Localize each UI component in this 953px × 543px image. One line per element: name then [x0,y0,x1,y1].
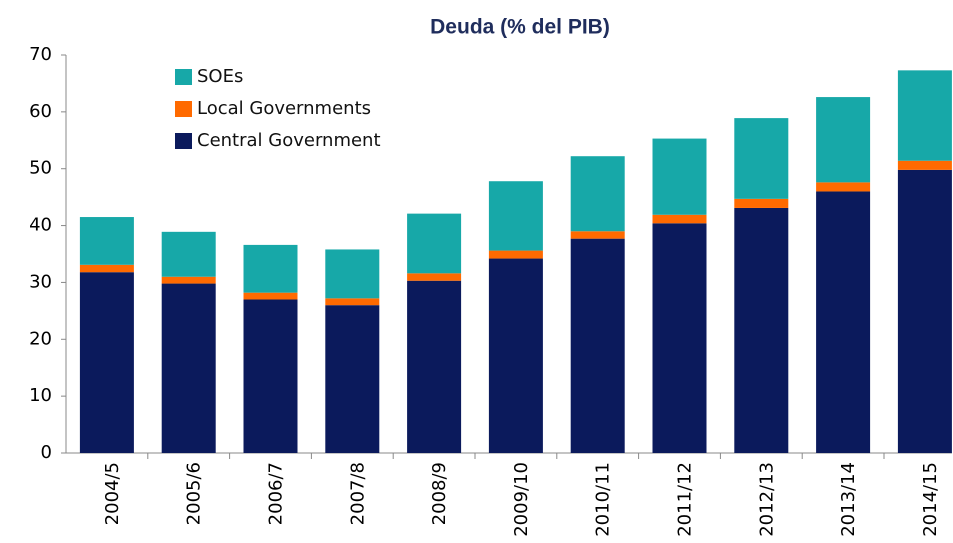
bar-segment [243,299,298,453]
bar-segment [652,214,707,224]
bar-segment [407,280,462,453]
x-tick-label: 2007/8 [347,462,368,525]
bar-segment [734,207,789,453]
bar-segment [652,138,707,215]
bar-segment [816,182,871,192]
bar-segment [161,231,216,277]
bar-segment [570,156,625,232]
bar-segment [570,231,625,239]
bar-segment [243,292,298,300]
legend-swatch [175,101,192,117]
y-tick-label: 0 [41,442,52,463]
x-tick-label: 2014/15 [920,462,941,537]
x-tick-label: 2011/12 [675,462,696,537]
legend-swatch [175,133,192,149]
bar-segment [161,276,216,284]
bar-segment [734,118,789,199]
bar-segment [79,217,134,265]
x-tick-label: 2013/14 [838,462,859,537]
bar-segment [488,181,543,251]
y-tick-label: 50 [29,158,52,179]
bar-segment [897,70,952,161]
y-tick-label: 70 [29,44,52,65]
y-tick-label: 20 [29,328,52,349]
bar-segment [897,160,952,170]
y-tick-label: 10 [29,385,52,406]
bar-segment [407,213,462,274]
bar-segment [897,169,952,453]
bar-segment [79,264,134,273]
x-tick-label: 2012/13 [756,462,777,537]
x-tick-label: 2008/9 [429,462,450,525]
bar-segment [816,97,871,183]
bar-segment [816,191,871,453]
y-tick-label: 30 [29,271,52,292]
chart-title: Deuda (% del PIB) [430,16,610,39]
legend-label: Central Government [197,130,381,151]
y-tick-label: 60 [29,101,52,122]
legend-swatch [175,69,192,85]
bar-segment [161,283,216,453]
bar-segment [488,258,543,453]
bar-segment [488,250,543,259]
y-tick-label: 40 [29,215,52,236]
bar-segment [79,272,134,453]
bar-segment [652,223,707,453]
x-tick-label: 2005/6 [184,462,205,525]
bar-segment [407,273,462,281]
legend-label: Local Governments [197,98,371,119]
bar-segment [325,298,380,306]
bar-segment [243,244,298,293]
x-tick-label: 2009/10 [511,462,532,537]
x-tick-label: 2004/5 [102,462,123,525]
bar-segment [325,249,380,299]
x-tick-label: 2010/11 [593,462,614,537]
bar-segment [734,198,789,208]
x-tick-label: 2006/7 [266,462,287,525]
bar-segment [570,238,625,453]
legend-label: SOEs [197,66,243,87]
bar-segment [325,305,380,453]
